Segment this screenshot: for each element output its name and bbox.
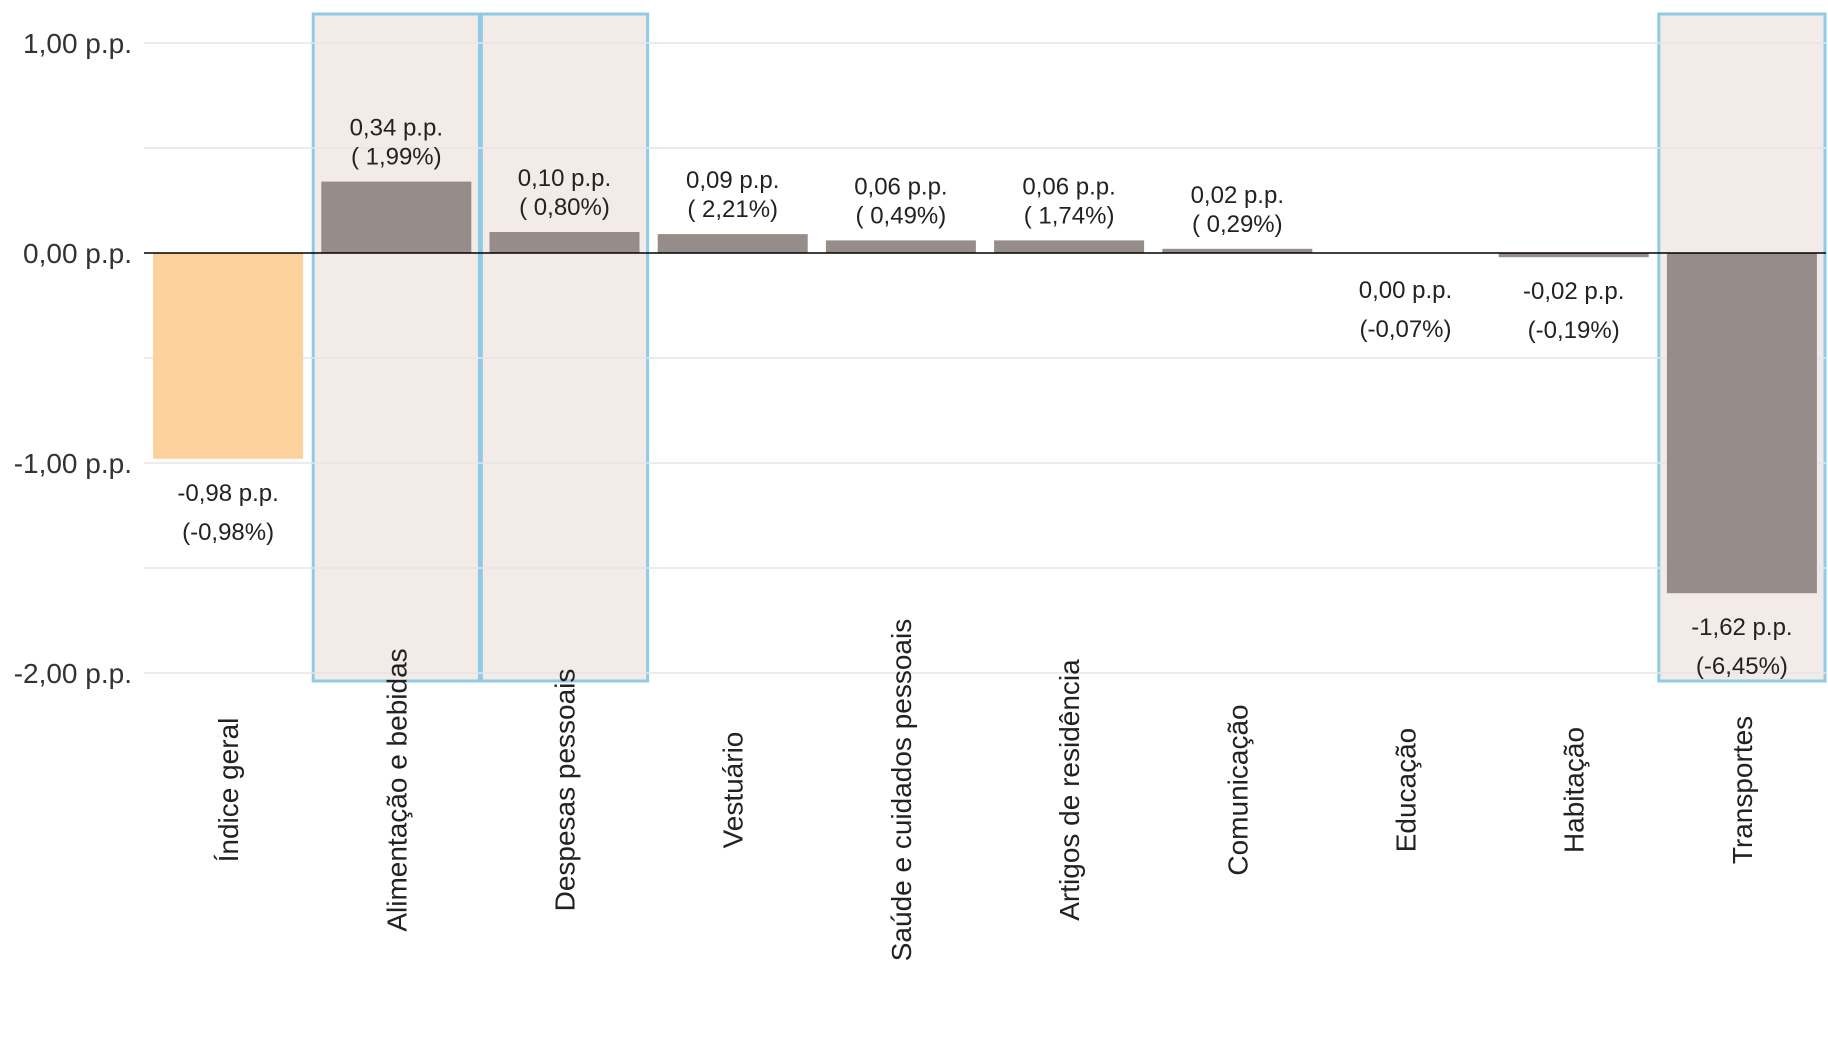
category-label-transportes: Transportes	[1727, 716, 1758, 864]
bars	[153, 181, 1817, 594]
data-label-value: 0,34 p.p.	[350, 115, 443, 142]
data-label-value: 0,10 p.p.	[518, 165, 611, 192]
category-label-vestuario: Vestuário	[718, 732, 749, 849]
data-label-value: -0,02 p.p.	[1523, 278, 1624, 305]
data-label-percent: ( 0,49%)	[856, 202, 947, 229]
bar-transportes	[1666, 253, 1817, 594]
data-label-percent: (-0,07%)	[1359, 316, 1451, 343]
highlight-boxes	[311, 12, 1827, 683]
data-label-percent: ( 0,29%)	[1192, 211, 1283, 238]
data-labels: -0,98 p.p. (-0,98%) 0,34 p.p.( 1,99%) 0,10 …	[177, 115, 1792, 681]
data-label-value: 0,09 p.p.	[686, 167, 779, 194]
category-label-alimentacao-e-bebidas: Alimentação e bebidas	[381, 648, 412, 931]
data-label-value: -1,62 p.p.	[1691, 614, 1792, 641]
y-tick-label: -2,00 p.p.	[14, 658, 132, 689]
category-label-comunicacao: Comunicação	[1222, 704, 1253, 875]
data-label-value: 0,00 p.p.	[1359, 277, 1452, 304]
y-tick-label: 0,00 p.p.	[23, 238, 132, 269]
data-label-percent: ( 2,21%)	[687, 196, 778, 223]
data-label-value: 0,06 p.p.	[1022, 173, 1115, 200]
highlight-box-despesas-pessoais	[479, 12, 650, 683]
data-label-percent: (-0,98%)	[182, 519, 274, 546]
data-label-percent: ( 0,80%)	[519, 194, 610, 221]
category-label-despesas-pessoais: Despesas pessoais	[550, 669, 581, 912]
data-label-value: 0,06 p.p.	[854, 173, 947, 200]
data-label-percent: ( 1,74%)	[1024, 202, 1115, 229]
category-label-educacao: Educação	[1391, 728, 1422, 853]
bar-habitacao	[1498, 253, 1649, 258]
y-axis-tick-labels: 1,00 p.p. 0,00 p.p. -1,00 p.p. -2,00 p.p.	[14, 28, 132, 689]
bar-alimentacao-e-bebidas	[321, 181, 472, 253]
bar-artigos-de-residencia	[994, 240, 1145, 253]
bar-vestuario	[657, 234, 808, 253]
category-label-saude-e-cuidados-pessoais: Saúde e cuidados pessoais	[886, 619, 917, 961]
highlight-box-alimentacao-e-bebidas	[311, 12, 481, 683]
y-tick-label: -1,00 p.p.	[14, 448, 132, 479]
data-label-percent: ( 1,99%)	[351, 144, 442, 171]
y-tick-label: 1,00 p.p.	[23, 28, 132, 59]
data-label-percent: (-0,19%)	[1528, 317, 1620, 344]
bar-indice-geral	[153, 253, 304, 459]
bar-despesas-pessoais	[489, 232, 640, 253]
bar-saude-e-cuidados-pessoais	[825, 240, 976, 253]
category-label-indice-geral: Índice geral	[213, 718, 244, 863]
category-label-habitacao: Habitação	[1559, 727, 1590, 853]
data-label-percent: (-6,45%)	[1696, 653, 1788, 680]
data-label-value: -0,98 p.p.	[177, 480, 278, 507]
category-labels: Índice geral Alimentação e bebidas Despesa…	[213, 619, 1758, 961]
bar-comunicacao	[1162, 248, 1313, 253]
gridlines	[144, 42, 1826, 674]
data-label-value: 0,02 p.p.	[1191, 182, 1284, 209]
category-label-artigos-de-residencia: Artigos de residência	[1054, 659, 1085, 921]
